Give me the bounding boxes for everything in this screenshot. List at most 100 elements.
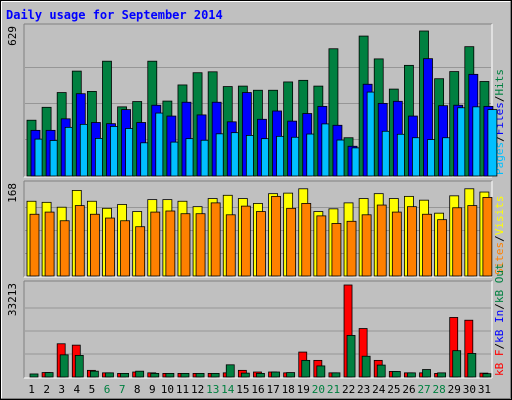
x-tick-label: 6 <box>104 383 111 396</box>
x-tick-label: 9 <box>149 383 156 396</box>
bar-sites <box>74 205 85 277</box>
x-tick-label: 24 <box>372 383 386 396</box>
x-tick-label: 25 <box>387 383 400 396</box>
visits-panel-ymax-label: 168 <box>6 183 19 203</box>
legend-kb-in: kB In <box>493 310 506 343</box>
bar-sites <box>89 213 100 277</box>
bar-sites <box>467 205 478 277</box>
bar-kb-out <box>195 372 205 378</box>
bar-sites <box>286 207 297 277</box>
bar-kb-out <box>44 372 54 378</box>
x-tick-label: 1 <box>28 383 35 396</box>
bar-kb-out <box>422 369 431 378</box>
x-tick-label: 7 <box>119 383 126 396</box>
bar-kb-out <box>74 354 84 378</box>
bar-sites <box>376 204 387 277</box>
bar-sites <box>180 213 191 277</box>
bar-kb-out <box>316 365 326 378</box>
x-tick-label: 26 <box>402 383 415 396</box>
bar-sites <box>105 217 115 277</box>
bar-pages <box>487 109 498 177</box>
bar-kb-out <box>346 335 356 378</box>
x-tick-label: 11 <box>176 383 189 396</box>
bar-sites <box>240 205 251 277</box>
bar-sites <box>195 213 206 277</box>
x-tick-label: 3 <box>58 383 65 396</box>
bar-sites <box>271 195 281 277</box>
bar-kb-out <box>29 373 39 378</box>
x-tick-label: 16 <box>251 383 264 396</box>
x-tick-label: 5 <box>89 383 96 396</box>
visits-panel-legend: Sites/Visits <box>493 196 506 276</box>
bar-kb-out <box>120 372 129 378</box>
bar-sites <box>452 207 463 277</box>
bar-sites <box>301 203 312 277</box>
bar-kb-out <box>89 370 99 378</box>
x-tick-label: 29 <box>448 383 461 396</box>
legend-separator: / <box>493 235 506 242</box>
x-tick-label: 8 <box>134 383 141 396</box>
x-tick-label: 28 <box>433 383 446 396</box>
bar-sites <box>361 214 372 277</box>
bar-kb-out <box>225 364 235 378</box>
bar-sites <box>331 223 342 277</box>
kbytes-panel-plot-area <box>24 281 492 378</box>
bar-sites <box>59 220 70 277</box>
bar-sites <box>437 219 448 277</box>
bar-kb-out <box>482 373 492 378</box>
x-tick-label: 22 <box>342 383 355 396</box>
hits-panel-ymax-label: 629 <box>6 26 19 46</box>
bar-kb-out <box>467 353 477 378</box>
x-tick-label: 30 <box>463 383 476 396</box>
bar-kb-out <box>361 355 371 378</box>
bar-kb-out <box>391 371 401 378</box>
legend-sites: Sites <box>493 242 506 275</box>
bar-kb-out <box>437 372 447 378</box>
legend-separator: / <box>493 135 506 142</box>
x-tick-label: 17 <box>266 383 279 396</box>
bar-sites <box>150 211 161 277</box>
kbytes-panel-ymax-label: 33213 <box>6 283 19 316</box>
bar-kb-out <box>271 371 280 378</box>
bar-sites <box>135 226 146 277</box>
bar-sites <box>346 220 357 277</box>
bar-kb-out <box>59 354 69 378</box>
x-tick-label: 14 <box>221 383 235 396</box>
bar-sites <box>256 211 266 277</box>
x-tick-label: 2 <box>43 383 50 396</box>
chart-title: Daily usage for September 2014 <box>6 8 223 22</box>
bar-kb-out <box>301 359 311 378</box>
bar-sites <box>407 206 417 277</box>
legend-separator: / <box>493 96 506 103</box>
bar-sites <box>316 215 327 277</box>
x-tick-label: 23 <box>357 383 370 396</box>
bar-kb-out <box>256 372 265 378</box>
x-tick-label: 15 <box>236 383 249 396</box>
bar-kb-out <box>286 372 296 378</box>
x-tick-label: 20 <box>312 383 325 396</box>
bar-kb-out <box>376 364 386 378</box>
x-tick-label: 10 <box>161 383 174 396</box>
x-tick-label: 21 <box>327 383 340 396</box>
bar-sites <box>44 211 55 277</box>
bar-kb-out <box>407 372 416 378</box>
legend-kb-f: kB F <box>493 350 506 377</box>
bar-kb-out <box>165 372 175 378</box>
x-tick-label: 13 <box>206 383 219 396</box>
x-tick-label: 18 <box>282 383 295 396</box>
legend-separator: / <box>493 303 506 310</box>
bar-kb-out <box>150 372 160 378</box>
bar-sites <box>210 202 221 277</box>
x-tick-label: 31 <box>478 383 491 396</box>
bar-sites <box>120 220 130 277</box>
x-tick-label: 27 <box>417 383 430 396</box>
bar-kb-out <box>331 372 341 378</box>
bar-kb-out <box>135 370 145 378</box>
x-tick-label: 4 <box>74 383 81 396</box>
bar-kb-out <box>240 372 250 378</box>
legend-kb-out: kB Out <box>493 263 506 303</box>
kbytes-panel-legend: kB F/kB In/kB Out <box>493 263 506 376</box>
bar-sites <box>422 213 432 277</box>
